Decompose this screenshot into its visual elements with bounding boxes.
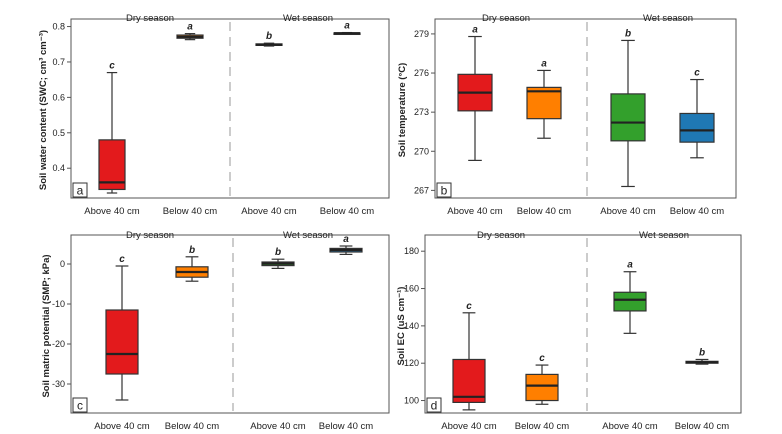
panel-c: Soil matric potential (SMP; kPa) Dry sea… <box>41 230 390 432</box>
panel-b-y-tick-label: 279 <box>414 29 429 39</box>
panel-b-box-2-letter: a <box>541 58 547 69</box>
panel-c-box-2-letter: b <box>189 245 195 256</box>
panel-b: Soil temperature (°C) Dry season Wet sea… <box>397 13 737 217</box>
panel-a-label: a <box>77 184 84 198</box>
panel-a-y-tick-label: 0.5 <box>52 128 65 138</box>
panel-d-label-box <box>426 397 442 413</box>
panel-d-box-2 <box>525 373 559 402</box>
panel-a: Soil water content (SWC; cm³ cm⁻³) Dry s… <box>38 13 390 217</box>
panel-d-y-tick-label: 140 <box>404 321 419 331</box>
panel-b-label: b <box>441 184 448 198</box>
panel-d-x-tick-label: Above 40 cm <box>441 421 497 432</box>
panel-d-season-label-dry: Dry season <box>477 230 525 241</box>
panel-a-frame <box>70 18 390 199</box>
panel-c-label-box <box>72 397 88 413</box>
panel-a-y-tick-label: 0.7 <box>52 57 65 67</box>
panel-c-y-tick-label: -10 <box>52 299 65 309</box>
panel-d-y-tick-label: 100 <box>404 396 419 406</box>
panel-c-frame <box>70 234 390 414</box>
panel-b-box-4 <box>679 112 715 143</box>
panel-c-season-label-wet: Wet season <box>283 230 333 241</box>
panel-b-box-2 <box>526 86 562 120</box>
panel-b-y-axis-label: Soil temperature (°C) <box>397 63 408 158</box>
panel-c-box-3-letter: b <box>275 247 281 258</box>
panel-c-y-tick-label: 0 <box>60 259 65 269</box>
panel-c-x-tick-label: Below 40 cm <box>319 421 373 432</box>
panel-a-season-label-dry: Dry season <box>126 13 174 24</box>
panel-c-box-1-letter: c <box>119 254 125 265</box>
panel-b-x-tick-label: Above 40 cm <box>600 206 656 217</box>
panel-b-x-tick-label: Below 40 cm <box>517 206 571 217</box>
panel-d-y-tick-label: 180 <box>404 246 419 256</box>
panel-d-y-tick-label: 160 <box>404 284 419 294</box>
panel-d-box-1 <box>452 358 486 404</box>
panel-d-y-tick-label: 120 <box>404 358 419 368</box>
panel-a-box-1-letter: c <box>109 61 115 72</box>
panel-a-y-tick-label: 0.6 <box>52 92 65 102</box>
panel-a-label-box <box>72 182 88 198</box>
panel-a-x-tick-label: Above 40 cm <box>84 206 140 217</box>
panel-b-box-3 <box>610 93 646 142</box>
panel-d-frame <box>424 234 742 414</box>
panel-a-y-tick-label: 0.4 <box>52 163 65 173</box>
panel-d-box-1-letter: c <box>466 301 472 312</box>
panel-c-box-1 <box>105 309 139 375</box>
panel-b-y-tick-label: 273 <box>414 107 429 117</box>
panel-a-season-label-wet: Wet season <box>283 13 333 24</box>
panel-c-x-tick-label: Below 40 cm <box>165 421 219 432</box>
panel-c-x-tick-label: Above 40 cm <box>250 421 306 432</box>
panel-a-box-2-letter: a <box>187 22 193 33</box>
panel-c-label: c <box>77 399 83 413</box>
panel-b-y-tick-label: 276 <box>414 68 429 78</box>
panel-d-box-3-letter: a <box>627 260 633 271</box>
panel-c-box-4-letter: a <box>343 234 349 245</box>
panel-d: Soil EC (uS cm⁻¹) Dry season Wet season … <box>396 230 742 432</box>
panel-d-box-2-letter: c <box>539 353 545 364</box>
panel-d-x-tick-label: Below 40 cm <box>515 421 569 432</box>
panel-d-x-tick-label: Above 40 cm <box>602 421 658 432</box>
panel-d-season-label-wet: Wet season <box>639 230 689 241</box>
panel-c-y-tick-label: -20 <box>52 339 65 349</box>
panel-a-x-tick-label: Below 40 cm <box>163 206 217 217</box>
panel-a-box-3-letter: b <box>266 31 272 42</box>
panel-b-season-label-wet: Wet season <box>643 13 693 24</box>
panel-b-season-label-dry: Dry season <box>482 13 530 24</box>
panel-d-label: d <box>431 399 438 413</box>
panel-c-x-tick-label: Above 40 cm <box>94 421 150 432</box>
panel-c-y-tick-label: -30 <box>52 379 65 389</box>
panel-b-box-3-letter: b <box>625 28 631 39</box>
panel-b-y-tick-label: 267 <box>414 185 429 195</box>
panel-d-x-tick-label: Below 40 cm <box>675 421 729 432</box>
panel-a-y-axis-label: Soil water content (SWC; cm³ cm⁻³) <box>38 30 49 190</box>
panel-b-label-box <box>436 182 452 198</box>
panel-b-x-tick-label: Above 40 cm <box>447 206 503 217</box>
panel-a-x-tick-label: Below 40 cm <box>320 206 374 217</box>
panel-a-box-1 <box>98 139 126 191</box>
panel-b-box-4-letter: c <box>694 68 700 79</box>
panel-d-y-axis-label: Soil EC (uS cm⁻¹) <box>396 287 407 366</box>
panel-c-y-axis-label: Soil matric potential (SMP; kPa) <box>41 254 52 397</box>
panel-c-season-label-dry: Dry season <box>126 230 174 241</box>
panel-d-box-4-letter: b <box>699 347 705 358</box>
panel-a-box-4-letter: a <box>344 21 350 32</box>
panel-a-x-tick-label: Above 40 cm <box>241 206 297 217</box>
panel-b-x-tick-label: Below 40 cm <box>670 206 724 217</box>
panel-b-box-1-letter: a <box>472 25 478 36</box>
panel-b-frame <box>434 18 737 199</box>
panel-d-box-3 <box>613 291 647 312</box>
panel-b-y-tick-label: 270 <box>414 146 429 156</box>
panel-a-y-tick-label: 0.8 <box>52 22 65 32</box>
